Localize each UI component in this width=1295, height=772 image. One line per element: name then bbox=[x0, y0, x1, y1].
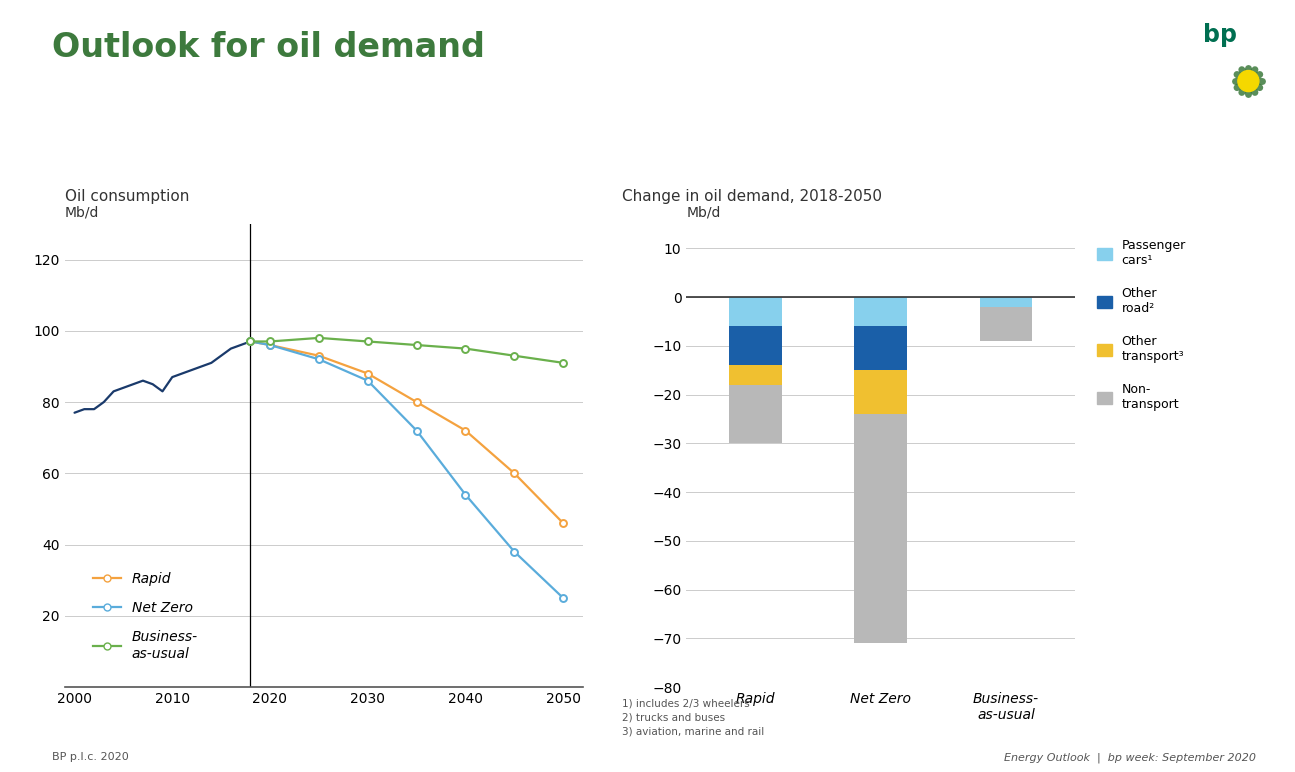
Text: BP p.l.c. 2020: BP p.l.c. 2020 bbox=[52, 753, 128, 763]
Text: Oil consumption: Oil consumption bbox=[65, 189, 189, 204]
Bar bbox=[979, 297, 1032, 306]
Bar bbox=[729, 384, 782, 443]
Bar bbox=[855, 370, 906, 414]
Bar bbox=[855, 297, 906, 327]
Legend: Rapid, Net Zero, Business-
as-usual: Rapid, Net Zero, Business- as-usual bbox=[87, 567, 203, 666]
Circle shape bbox=[1238, 70, 1259, 92]
Text: Mb/d: Mb/d bbox=[65, 205, 100, 219]
Text: Change in oil demand, 2018-2050: Change in oil demand, 2018-2050 bbox=[622, 189, 882, 204]
Text: Mb/d: Mb/d bbox=[686, 205, 721, 219]
Bar bbox=[855, 327, 906, 370]
Bar bbox=[979, 306, 1032, 321]
Text: bp: bp bbox=[1203, 23, 1237, 47]
Bar bbox=[979, 306, 1032, 321]
Bar bbox=[729, 297, 782, 327]
Text: 1) includes 2/3 wheelers
2) trucks and buses
3) aviation, marine and rail: 1) includes 2/3 wheelers 2) trucks and b… bbox=[622, 699, 764, 736]
Bar bbox=[979, 306, 1032, 341]
Bar bbox=[855, 414, 906, 643]
Legend: Passenger
cars¹, Other
road², Other
transport³, Non-
transport: Passenger cars¹, Other road², Other tran… bbox=[1097, 239, 1186, 411]
Bar bbox=[729, 365, 782, 384]
Text: Energy Outlook  |  bp week: September 2020: Energy Outlook | bp week: September 2020 bbox=[1004, 753, 1256, 763]
Bar bbox=[729, 327, 782, 365]
Text: Outlook for oil demand: Outlook for oil demand bbox=[52, 31, 484, 64]
